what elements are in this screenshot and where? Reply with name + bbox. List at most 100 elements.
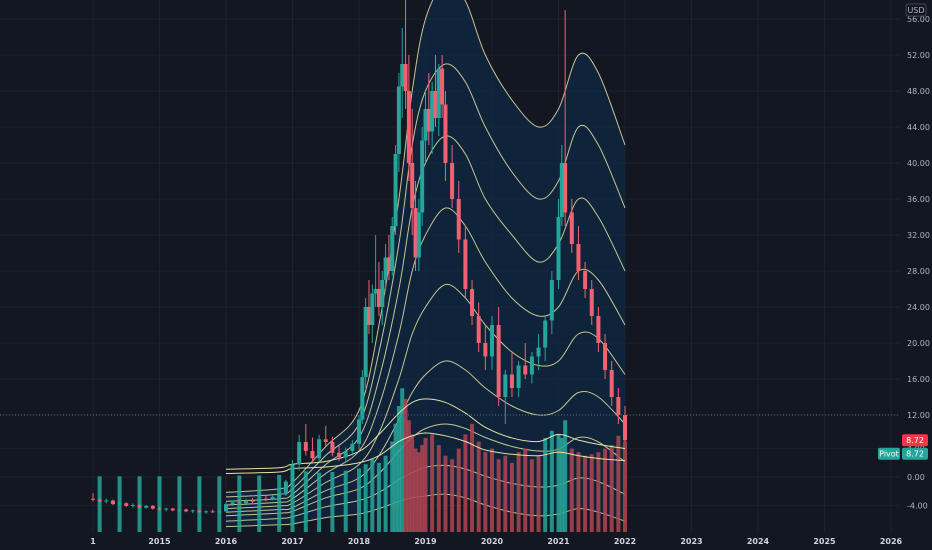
candle-body [523,365,528,375]
candle-body [184,509,189,512]
candle-body [609,370,614,397]
x-tick-label: 2021 [547,537,570,546]
candle-body [170,508,175,511]
candle-body [197,510,202,513]
candle-body [144,505,149,508]
candle-body [204,511,209,513]
osc-bar [420,445,425,532]
candle-body [210,511,215,513]
pivot-name-badge [878,447,900,460]
candle-body [463,239,468,289]
candle-body [563,163,568,213]
candle-body [423,109,428,141]
osc-bar [603,448,608,532]
candle-body [376,289,381,307]
price-tick-label: 56.00 [907,15,930,24]
price-tick-label: 24.00 [907,303,930,312]
price-tick-label: 44.00 [907,123,930,132]
band-line-b4 [225,207,626,506]
osc-bar [529,459,534,532]
candle-body [543,320,548,348]
osc-bar [456,448,461,532]
candle-body [110,500,115,505]
osc-bar [616,435,621,532]
candle-body [190,510,195,512]
osc-bar [556,434,561,532]
price-tick-label: 28.00 [907,267,930,276]
candle-body [556,217,561,280]
candle-body [380,280,385,307]
candle-body [456,199,461,240]
candle-body [413,208,418,258]
osc-bar [423,437,428,532]
candle-body [589,289,594,316]
band-fill [226,0,625,527]
osc-bar [403,398,408,532]
candle-body [124,503,129,506]
candles-layer [91,0,627,514]
candle-body [277,494,282,497]
candle-body [496,325,501,397]
oscillator-layer [97,388,627,532]
candle-body [157,508,162,510]
osc-bar [416,452,421,532]
candle-body [217,511,222,513]
price-tick-label: 40.00 [907,159,930,168]
candle-body [503,374,508,397]
osc-bar [217,476,222,532]
candle-body [490,325,494,357]
candle-body [343,451,348,458]
candle-body [440,68,445,105]
candle-body [363,307,368,378]
candle-body [430,91,435,132]
candle-body [366,307,371,325]
osc-bar [383,455,388,532]
x-tick-label: 2016 [215,537,238,546]
candle-body [549,280,554,321]
candle-body [373,289,378,294]
candle-body [360,377,365,420]
osc-bar [177,476,182,532]
osc-bar [516,452,521,532]
osc-bar [509,462,514,532]
candle-body [303,442,308,451]
candle-body [263,498,268,500]
candle-body [410,163,415,208]
osc-bar [376,462,381,532]
x-tick-label: 2020 [481,537,504,546]
candle-body [403,64,408,91]
candle-body [117,503,122,505]
band-line-b5 [225,283,626,510]
band-fill-layer [226,0,625,527]
price-tick-label: 16.00 [907,375,930,384]
candle-body [559,163,564,217]
osc-bar [303,471,308,532]
candle-body [426,109,431,132]
candle-body [250,500,255,502]
candle-body [224,504,228,512]
candle-body [164,508,169,510]
osc-bar [197,476,202,532]
osc-bar [523,448,528,532]
osc-bar [157,476,162,532]
candle-body [283,481,288,495]
candle-body [310,451,315,459]
x-tick-label: 2024 [747,537,770,546]
currency-badge: USD [905,3,927,17]
osc-bar [396,406,401,532]
last-price-label: 8.72 [906,436,924,445]
x-tick-label: 2015 [148,537,171,546]
osc-bar [623,441,627,532]
x-tick-label: 2018 [348,537,371,546]
osc-bar [609,445,614,532]
pivot-value-label: 8.72 [906,450,924,459]
candle-body [97,499,102,502]
candle-body [433,91,438,118]
candle-body [330,442,335,453]
candle-body [576,244,581,271]
price-tick-label: 32.00 [907,231,930,240]
osc-bar [343,470,348,532]
time-axis[interactable]: 1 2015 2016 2017 2018 2019 2020 2021 2022 2023 202… [90,537,902,546]
candle-body [337,452,342,458]
